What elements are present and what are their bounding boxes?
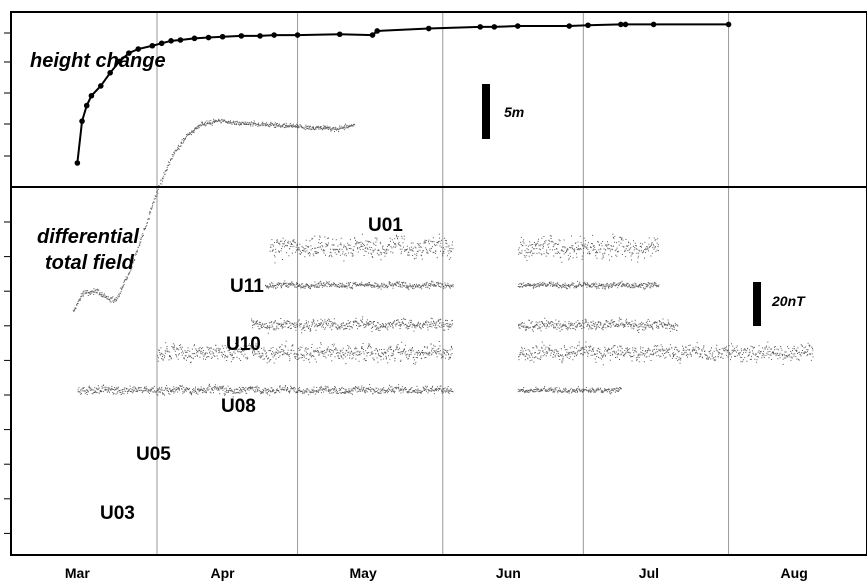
height-point	[491, 24, 498, 30]
height-point	[205, 34, 212, 41]
month-gridlines	[156, 12, 730, 555]
trace-segment	[517, 385, 622, 395]
height-change-line	[74, 21, 732, 166]
height-point	[191, 35, 198, 42]
height-point	[238, 33, 245, 39]
height-point	[514, 23, 521, 29]
month-label: May	[350, 565, 377, 581]
trace-segment	[72, 118, 356, 312]
trace-segment	[251, 316, 454, 334]
height-point	[585, 22, 591, 29]
height-point	[374, 28, 380, 34]
trace-segment	[269, 233, 454, 264]
data-traces	[72, 118, 814, 398]
height-point	[97, 83, 104, 89]
series-u08	[251, 316, 679, 334]
height-point	[107, 70, 113, 76]
differential-total-field-title-line1: differential	[37, 226, 139, 248]
trace-segment	[265, 280, 454, 291]
height-scale-label: 5m	[504, 104, 524, 120]
series-label-u11: U11	[230, 276, 264, 297]
series-labels: U01 U11 U10 U08 U05 U03	[100, 215, 403, 524]
trace-segment	[157, 340, 453, 365]
height-change-line	[76, 23, 729, 164]
month-label: Jul	[639, 565, 659, 581]
trace-segment	[517, 280, 660, 290]
height-point	[126, 50, 132, 56]
series-u03	[77, 383, 622, 398]
height-point	[74, 160, 81, 166]
series-label-u08: U08	[221, 396, 256, 417]
height-change-title: height change	[30, 50, 166, 72]
trace-segment	[518, 341, 814, 366]
month-label: Mar	[65, 565, 90, 581]
height-point	[369, 32, 376, 38]
height-point	[135, 46, 142, 52]
height-point	[83, 102, 90, 109]
height-point	[158, 40, 165, 47]
height-point	[725, 21, 732, 28]
height-point	[425, 25, 432, 32]
height-point	[79, 118, 85, 124]
series-label-u10: U10	[226, 334, 261, 355]
height-point	[168, 38, 174, 44]
series-label-u01: U01	[368, 215, 403, 236]
height-point	[618, 21, 624, 28]
height-scale-bar	[482, 84, 490, 139]
height-point	[177, 37, 184, 43]
month-label: Apr	[211, 565, 236, 581]
top-panel-frame	[10, 11, 867, 188]
height-point	[257, 33, 263, 39]
trace-segment	[77, 383, 454, 398]
field-scale-bar	[753, 282, 761, 326]
height-point	[336, 31, 343, 38]
series-u10	[265, 280, 660, 291]
height-point	[271, 32, 277, 38]
series-u05	[157, 340, 814, 366]
height-point	[116, 58, 123, 65]
height-point	[477, 24, 484, 30]
height-point	[566, 23, 573, 29]
trace-segment	[518, 317, 679, 333]
series-label-u05: U05	[136, 444, 171, 465]
height-point	[219, 33, 226, 40]
y-axis-ticks	[4, 32, 11, 534]
height-point	[622, 21, 629, 28]
height-point	[149, 42, 156, 49]
series-label-u03: U03	[100, 503, 135, 524]
height-point	[88, 92, 95, 99]
field-scale-label: 20nT	[771, 293, 806, 309]
bottom-panel-frame	[10, 186, 867, 556]
month-label: Aug	[781, 565, 808, 581]
height-point	[294, 32, 301, 38]
x-axis-month-labels: Mar Apr May Jun Jul Aug	[65, 565, 808, 581]
trace-segment	[517, 233, 659, 263]
series-u11	[269, 233, 659, 264]
month-label: Jun	[496, 565, 521, 581]
differential-total-field-title-line2: total field	[45, 252, 135, 274]
height-point	[650, 21, 657, 28]
series-u01	[72, 118, 356, 312]
